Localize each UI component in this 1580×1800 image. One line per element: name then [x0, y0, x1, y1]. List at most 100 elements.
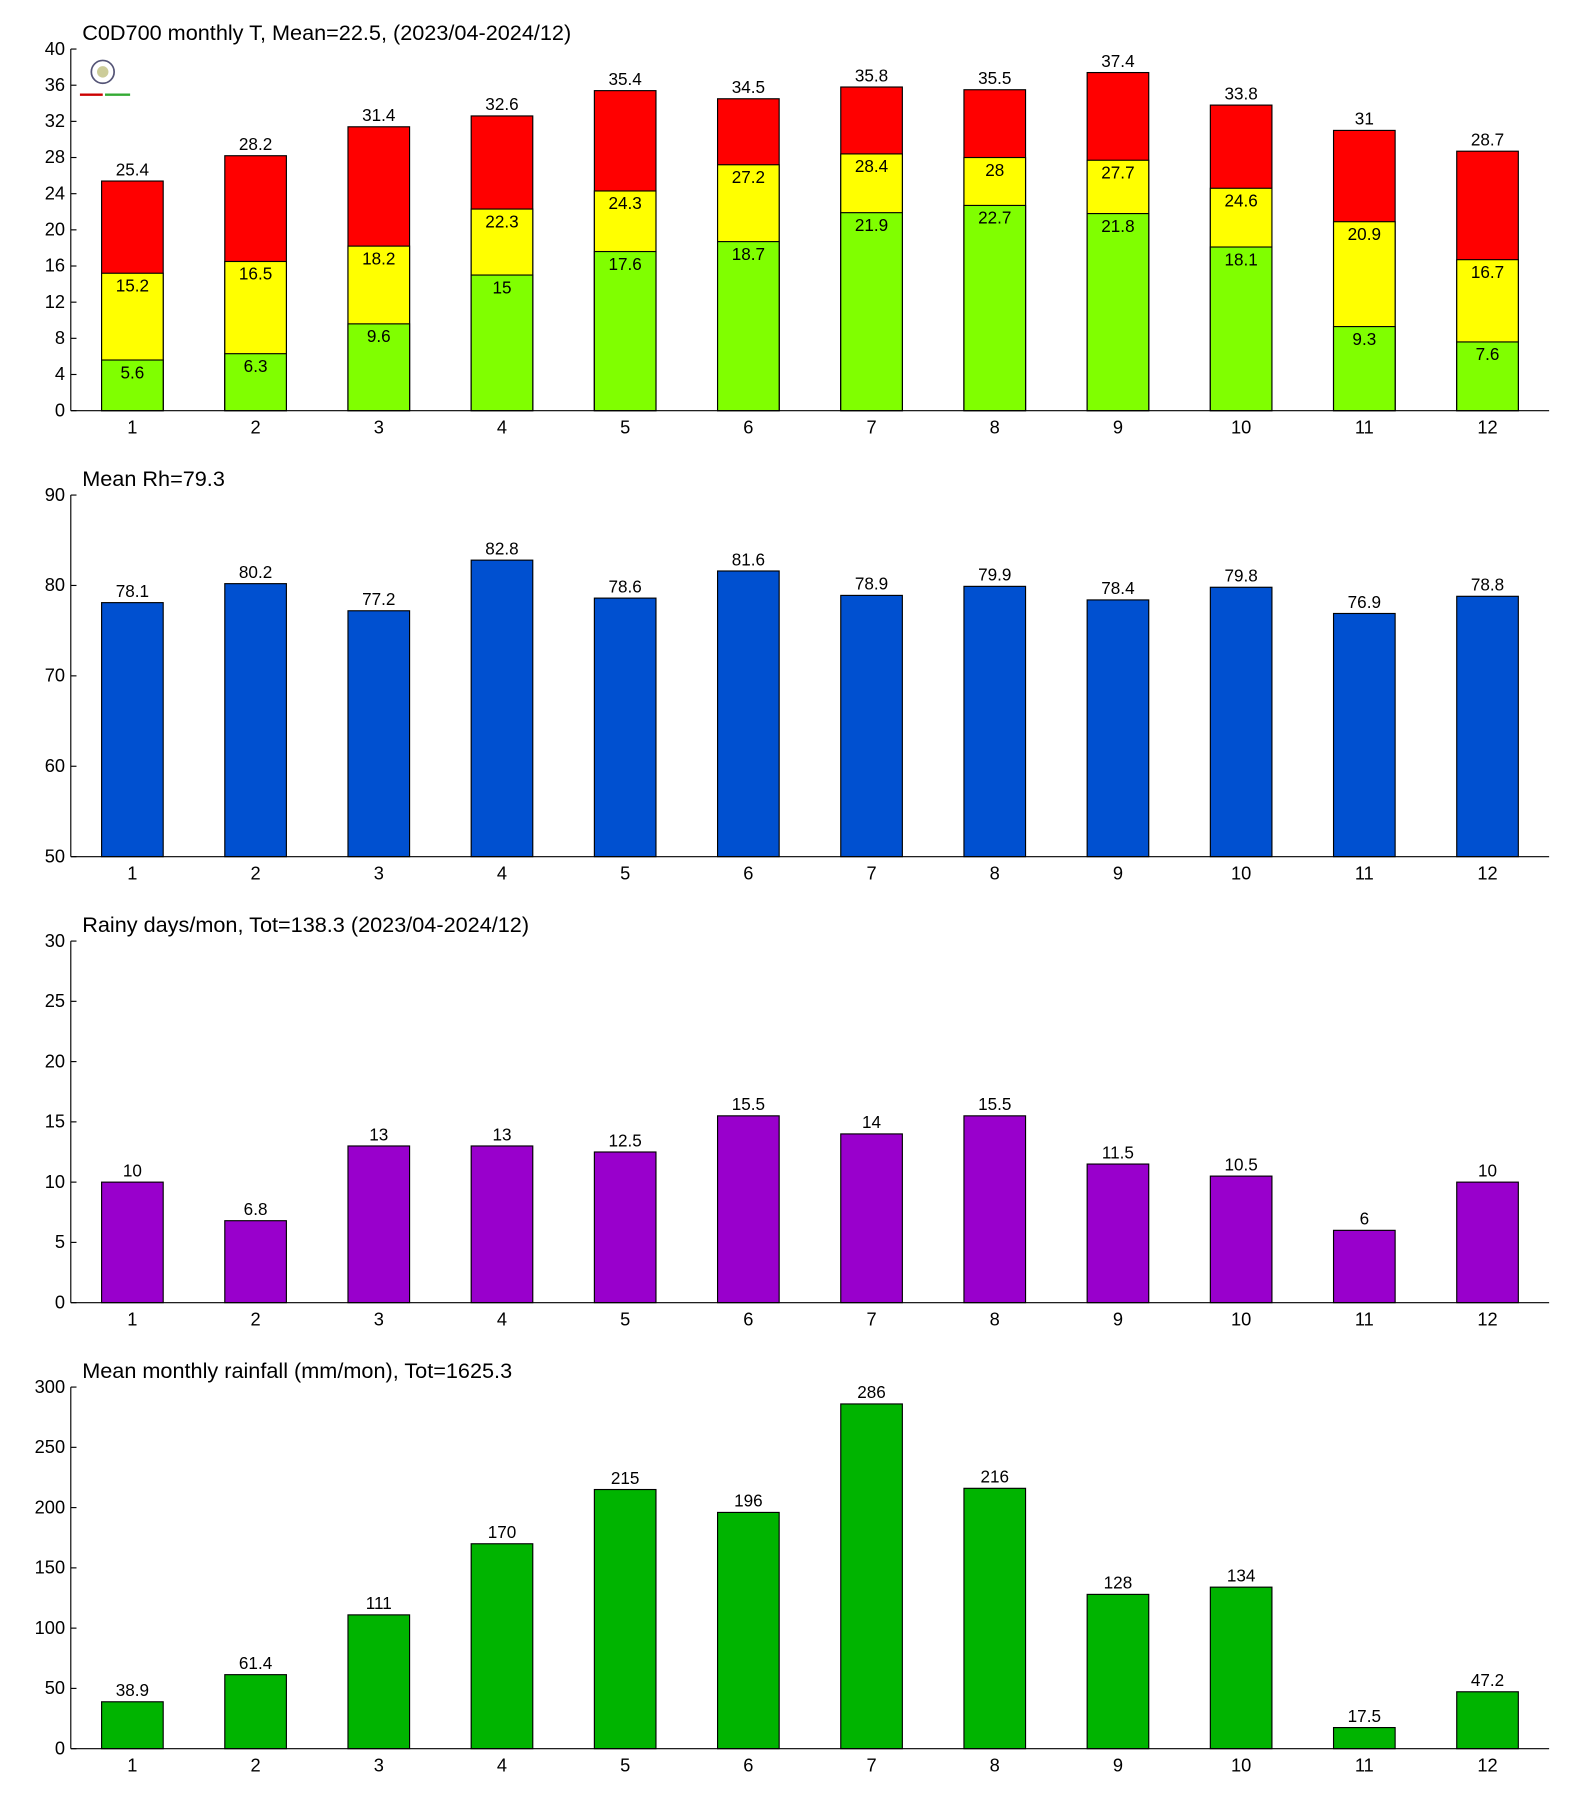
bar: [593, 1488, 657, 1750]
y-tick-label: 5: [55, 1231, 65, 1252]
y-tick-label: 150: [35, 1557, 65, 1578]
bar: [716, 1511, 780, 1750]
x-tick-label: 4: [497, 862, 507, 883]
bar: [1209, 1586, 1273, 1750]
data-label: 47.2: [1471, 1671, 1504, 1690]
x-tick-label: 12: [1477, 1308, 1497, 1329]
x-tick-label: 12: [1477, 862, 1497, 883]
data-label: 15.5: [978, 1095, 1011, 1114]
bar: [593, 250, 657, 412]
x-tick-label: 1: [127, 862, 137, 883]
bar: [101, 359, 164, 412]
data-label: 10: [1478, 1161, 1497, 1180]
y-tick-label: 70: [45, 665, 65, 686]
bar: [593, 1151, 657, 1304]
y-tick-label: 300: [35, 1376, 65, 1397]
x-tick-label: 11: [1355, 1308, 1374, 1329]
data-label: 37.4: [1101, 52, 1135, 71]
x-tick-label: 3: [374, 416, 384, 437]
x-tick-label: 8: [990, 862, 1000, 883]
y-tick-label: 50: [45, 845, 65, 866]
y-tick-label: 60: [45, 755, 65, 776]
x-tick-label: 1: [127, 1754, 137, 1775]
data-label: 12.5: [609, 1131, 642, 1150]
data-label: 111: [366, 1594, 392, 1613]
x-tick-label: 5: [620, 1308, 630, 1329]
data-label: 31.4: [362, 106, 396, 125]
y-tick-label: 16: [45, 255, 65, 276]
x-tick-label: 2: [251, 1308, 261, 1329]
x-tick-label: 6: [743, 416, 753, 437]
y-tick-label: 250: [35, 1436, 65, 1457]
data-label: 28.2: [239, 135, 272, 154]
data-label: 15: [492, 278, 511, 297]
data-label: 170: [488, 1523, 517, 1542]
data-label: 286: [857, 1383, 886, 1402]
bar: [1086, 1593, 1150, 1750]
data-label: 18.2: [362, 249, 395, 268]
data-label: 18.1: [1224, 250, 1257, 269]
y-tick-label: 36: [45, 74, 65, 95]
bar: [1456, 595, 1519, 858]
y-tick-label: 50: [45, 1677, 65, 1698]
data-label: 17.5: [1348, 1707, 1381, 1726]
bar: [224, 583, 287, 858]
bar: [840, 1403, 903, 1750]
bar: [716, 1115, 780, 1304]
data-label: 21.9: [855, 216, 888, 235]
x-tick-label: 8: [990, 1308, 1000, 1329]
bar: [593, 597, 657, 858]
data-label: 13: [492, 1125, 511, 1144]
data-label: 27.2: [732, 168, 765, 187]
x-tick-label: 4: [497, 1754, 507, 1775]
bar: [963, 1487, 1027, 1750]
bar: [1209, 586, 1273, 858]
x-tick-label: 9: [1113, 1308, 1123, 1329]
data-label: 25.4: [116, 160, 150, 179]
bar: [1332, 612, 1396, 858]
chart-title: Mean monthly rainfall (mm/mon), Tot=1625…: [82, 1358, 512, 1383]
data-label: 78.1: [116, 582, 149, 601]
data-label: 5.6: [120, 363, 144, 382]
data-label: 79.8: [1224, 567, 1257, 586]
y-tick-label: 40: [45, 38, 65, 59]
data-label: 77.2: [362, 590, 395, 609]
bar: [470, 1543, 534, 1750]
y-tick-label: 30: [45, 930, 65, 951]
data-label: 27.7: [1101, 163, 1134, 182]
x-tick-label: 3: [374, 1754, 384, 1775]
bar: [101, 602, 164, 858]
bar: [347, 1614, 411, 1750]
data-label: 6.8: [244, 1200, 268, 1219]
bar: [470, 1145, 534, 1304]
bar: [224, 1220, 287, 1304]
logo: [79, 59, 132, 97]
x-tick-label: 5: [620, 1754, 630, 1775]
bar: [101, 1181, 164, 1304]
x-tick-label: 6: [743, 1308, 753, 1329]
x-tick-label: 7: [866, 1308, 876, 1329]
x-tick-label: 10: [1231, 862, 1251, 883]
data-label: 34.5: [732, 78, 765, 97]
bar: [963, 1115, 1027, 1304]
data-label: 28.4: [855, 157, 889, 176]
bar: [840, 594, 903, 858]
bar: [963, 204, 1027, 412]
y-tick-label: 12: [45, 291, 65, 312]
x-tick-label: 11: [1355, 1754, 1374, 1775]
data-label: 216: [980, 1468, 1009, 1487]
data-label: 9.6: [367, 327, 391, 346]
bar: [963, 585, 1027, 858]
data-label: 10.5: [1224, 1155, 1257, 1174]
y-tick-label: 32: [45, 110, 65, 131]
data-label: 134: [1227, 1566, 1256, 1585]
chart-title: Rainy days/mon, Tot=138.3 (2023/04-2024/…: [82, 912, 529, 937]
y-tick-label: 4: [55, 363, 65, 384]
x-tick-label: 11: [1355, 416, 1374, 437]
data-label: 80.2: [239, 563, 272, 582]
chart-title: Mean Rh=79.3: [82, 466, 225, 491]
bar: [1456, 1691, 1519, 1750]
x-tick-label: 10: [1231, 1308, 1251, 1329]
